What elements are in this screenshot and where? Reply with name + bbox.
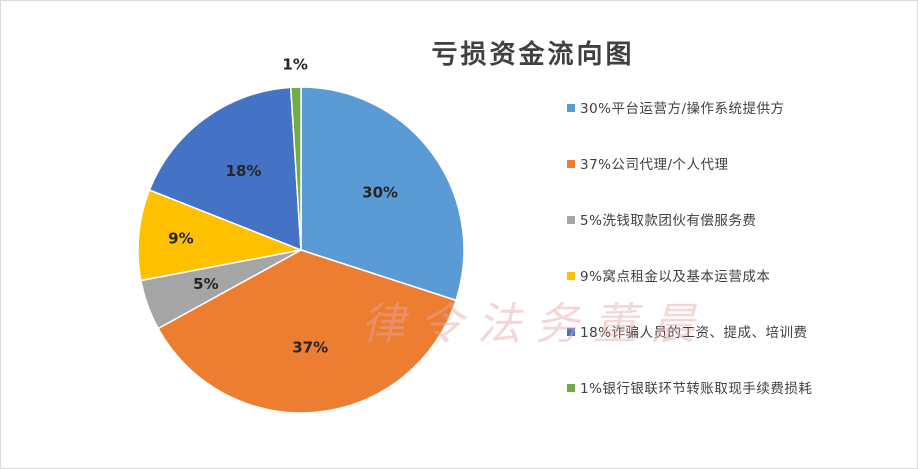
pie-slice-1 — [300, 86, 465, 302]
legend-label-5: 18%诈骗人员的工资、提成、培训费 — [580, 325, 808, 341]
legend-swatch-3 — [567, 216, 575, 224]
legend-label-1: 30%平台运营方/操作系统提供方 — [580, 101, 785, 117]
pie-slice-label-2: 37% — [292, 338, 328, 356]
legend-swatch-5 — [567, 328, 575, 336]
legend-swatch-6 — [567, 384, 575, 392]
legend-swatch-4 — [567, 272, 575, 280]
legend-label-4: 9%窝点租金以及基本运营成本 — [580, 268, 770, 285]
legend-swatch-1 — [567, 104, 575, 112]
pie-slice-4 — [137, 189, 304, 282]
pie-slice-label-3: 5% — [193, 275, 218, 293]
legend-label-6: 1%银行银联环节转账取现手续费损耗 — [580, 381, 812, 397]
pie-slice-label-6: 1% — [282, 55, 307, 73]
pie-slice-label-1: 30% — [362, 184, 398, 202]
legend-label-3: 5%洗钱取款团伙有偿服务费 — [580, 213, 756, 229]
pie-slices — [137, 86, 465, 414]
legend-label-2: 37%公司代理/个人代理 — [580, 157, 729, 173]
chart-title: 亏损资金流向图 — [431, 39, 634, 70]
pie-slice-label-4: 9% — [168, 230, 193, 248]
pie-slice-label-5: 18% — [226, 162, 262, 180]
pie-slice-6 — [289, 86, 302, 251]
pie-slice-2 — [157, 249, 457, 414]
chart-legend: 30%平台运营方/操作系统提供方 37%公司代理/个人代理 5%洗钱取款团伙有偿服务… — [567, 101, 812, 397]
watermark-text: 律令法务董晨 — [361, 299, 709, 350]
legend-swatch-2 — [567, 160, 575, 168]
pie-slice-labels: 30% 37% 5% 9% 18% 1% — [168, 55, 398, 356]
pie-slice-5 — [148, 86, 302, 252]
